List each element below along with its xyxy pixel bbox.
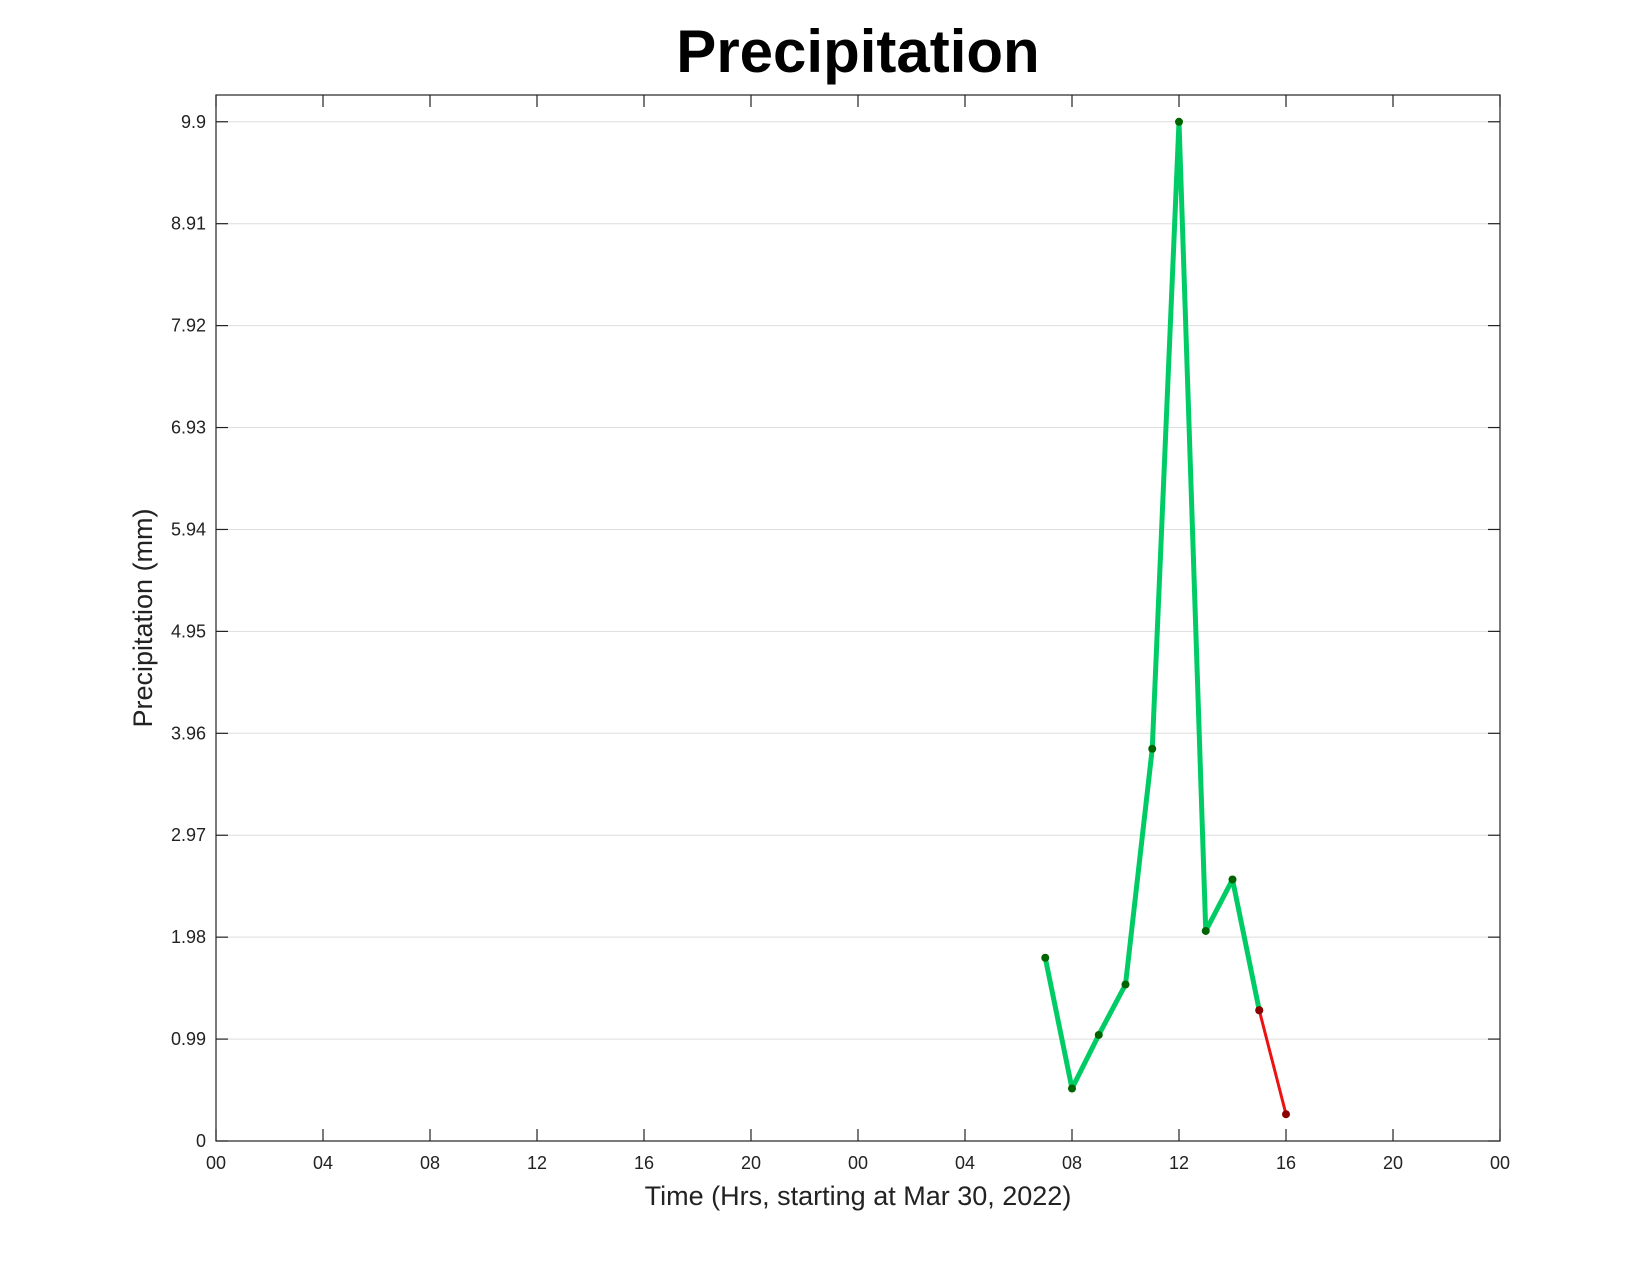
- plot-frame: [215, 94, 1501, 1142]
- x-tick-label: 04: [313, 1153, 333, 1173]
- data-line: [1257, 1009, 1288, 1115]
- y-tick-label: 4.95: [171, 621, 206, 641]
- x-tick-label: 00: [1490, 1153, 1510, 1173]
- x-tick-label: 20: [741, 1153, 761, 1173]
- data-point: [1094, 1030, 1103, 1039]
- x-tick-label: 16: [634, 1153, 654, 1173]
- y-tick-label: 2.97: [171, 825, 206, 845]
- data-point: [1201, 926, 1210, 935]
- x-tick-label: 12: [527, 1153, 547, 1173]
- y-tick-label: 6.93: [171, 418, 206, 438]
- x-tick-label: 04: [955, 1153, 975, 1173]
- data-line: [1042, 119, 1262, 1091]
- data-point: [1068, 1084, 1076, 1093]
- y-tick-label: 5.94: [171, 519, 206, 539]
- y-tick-label: 9.9: [181, 112, 206, 132]
- data-point: [1148, 744, 1157, 753]
- x-tick-label: 00: [848, 1153, 868, 1173]
- x-tick-label: 08: [1062, 1153, 1082, 1173]
- y-tick-label: 8.91: [171, 214, 206, 234]
- data-point: [1041, 953, 1050, 962]
- y-tick-label: 7.92: [171, 316, 206, 336]
- y-tick-label: 0.99: [171, 1029, 206, 1049]
- x-axis-label: Time (Hrs, starting at Mar 30, 2022): [645, 1181, 1072, 1211]
- x-tick-label: 16: [1276, 1153, 1296, 1173]
- y-tick-label: 0: [196, 1131, 206, 1151]
- data-point: [1282, 1110, 1290, 1119]
- data-point: [1255, 1006, 1264, 1015]
- x-tick-label: 12: [1169, 1153, 1189, 1173]
- data-point: [1175, 117, 1183, 126]
- x-tick-label: 00: [206, 1153, 226, 1173]
- x-tick-label: 20: [1383, 1153, 1403, 1173]
- y-tick-label: 3.96: [171, 723, 206, 743]
- data-point: [1228, 875, 1237, 884]
- x-tick-label: 08: [420, 1153, 440, 1173]
- chart-title: Precipitation: [676, 18, 1039, 85]
- y-tick-label: 1.98: [171, 927, 206, 947]
- data-point: [1121, 980, 1130, 989]
- y-axis-label: Precipitation (mm): [128, 508, 158, 727]
